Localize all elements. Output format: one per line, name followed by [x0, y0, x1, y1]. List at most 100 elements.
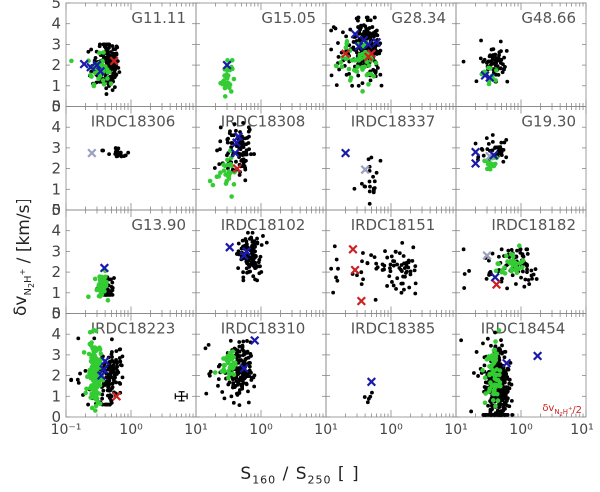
black-point: [375, 66, 380, 70]
panel-title: IRDC18102: [221, 216, 306, 234]
black-point: [109, 352, 114, 357]
black-point: [110, 292, 115, 297]
y-tick-label: 3: [51, 242, 61, 260]
y-tick-label: 0: [51, 201, 61, 219]
panel-title: G48.66: [521, 9, 576, 27]
green-point: [90, 385, 95, 391]
black-point: [505, 286, 510, 291]
green-point: [221, 367, 226, 372]
black-point: [109, 394, 114, 399]
black-point: [495, 64, 500, 69]
black-point: [225, 137, 230, 142]
black-point: [237, 344, 242, 349]
green-point: [229, 163, 234, 168]
blue-cross-marker: [470, 158, 481, 169]
red-cross-marker: [350, 265, 360, 275]
black-point: [352, 186, 357, 191]
black-point: [120, 375, 125, 380]
black-point: [235, 382, 240, 387]
black-point: [494, 412, 499, 417]
blue-cross-marker: [233, 131, 244, 142]
black-point: [222, 396, 227, 401]
black-point: [115, 59, 120, 63]
black-point: [114, 349, 119, 354]
black-point: [110, 44, 115, 48]
black-point: [244, 356, 249, 361]
black-point: [490, 139, 495, 144]
black-point: [359, 23, 363, 28]
green-point: [210, 182, 216, 188]
black-point: [92, 336, 97, 341]
blue-cross-marker: [372, 37, 382, 47]
panel-grid: 0 1 2 3 4 5 G11.11 G15.05 G28.34 G48.66 0 1 2 3 4 5 IRDC…: [51, 0, 587, 426]
green-point: [493, 377, 499, 382]
black-point: [356, 15, 361, 20]
black-point: [412, 268, 417, 273]
green-point: [86, 294, 91, 300]
green-point: [92, 408, 98, 413]
black-point: [111, 363, 116, 368]
blue-cross-marker: [86, 62, 96, 72]
green-point: [105, 297, 111, 303]
black-point: [360, 259, 364, 264]
svg-text:δvN2H+ / [km/s]: δvN2H+ / [km/s]: [11, 200, 36, 316]
black-point: [502, 413, 507, 417]
black-point: [413, 281, 418, 286]
green-point: [223, 181, 229, 186]
black-point: [108, 372, 112, 376]
green-point: [494, 372, 499, 378]
black-point: [236, 266, 241, 271]
green-point: [97, 50, 102, 56]
black-point: [110, 288, 115, 292]
black-point: [367, 179, 372, 184]
green-point: [493, 355, 499, 360]
black-point: [474, 350, 479, 354]
green-point: [92, 276, 98, 282]
blue-cross-marker: [99, 364, 109, 374]
black-point: [408, 269, 413, 274]
black-point: [481, 153, 486, 158]
black-point: [112, 276, 116, 280]
black-point: [404, 270, 408, 275]
y-tick-label: 1: [51, 180, 61, 198]
green-point: [91, 83, 97, 89]
black-point: [393, 249, 398, 254]
black-point: [89, 69, 94, 74]
green-point: [366, 63, 372, 68]
y-tick-label: 5: [51, 305, 61, 323]
blue-cross-marker: [92, 60, 102, 70]
black-point: [258, 264, 262, 269]
black-point: [126, 150, 131, 155]
black-point: [371, 174, 375, 179]
black-point: [249, 152, 253, 157]
black-point: [336, 41, 340, 45]
black-point: [204, 391, 209, 396]
black-point: [114, 366, 118, 371]
black-point: [490, 407, 494, 412]
black-point: [258, 254, 263, 259]
green-point: [226, 368, 231, 374]
black-point: [240, 134, 244, 139]
black-point: [236, 249, 241, 254]
black-point: [493, 52, 498, 57]
black-point: [110, 280, 115, 285]
black-point: [356, 18, 360, 23]
black-point: [498, 39, 503, 44]
black-point: [500, 350, 504, 355]
x-tick-label: 10¹: [570, 422, 593, 438]
black-point: [229, 145, 234, 150]
green-point: [517, 243, 522, 249]
black-point: [368, 184, 372, 189]
black-point: [329, 47, 334, 52]
black-point: [336, 55, 341, 59]
black-point: [533, 267, 538, 272]
black-point: [361, 277, 365, 282]
blue-cross-marker: [95, 66, 106, 76]
black-point: [334, 257, 339, 262]
panel-title: IRDC18223: [91, 320, 176, 338]
black-point: [472, 371, 476, 375]
green-point: [225, 359, 231, 364]
black-point: [413, 291, 418, 296]
black-point: [410, 259, 415, 263]
